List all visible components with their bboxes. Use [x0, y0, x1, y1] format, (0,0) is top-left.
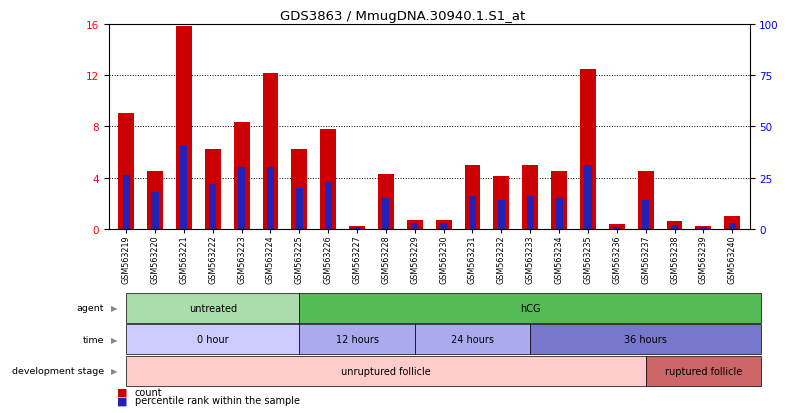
Bar — [378, 174, 394, 229]
Bar — [234, 123, 250, 229]
Bar — [667, 221, 683, 229]
Text: 36 hours: 36 hours — [624, 335, 667, 344]
Text: 0 hour: 0 hour — [197, 335, 229, 344]
Bar — [411, 223, 418, 229]
Text: untreated: untreated — [189, 303, 237, 313]
Bar — [555, 199, 563, 229]
Bar — [493, 177, 509, 229]
Text: ▶: ▶ — [111, 335, 118, 344]
Bar — [440, 223, 447, 229]
Bar — [584, 166, 592, 229]
Bar — [320, 130, 336, 229]
Text: unruptured follicle: unruptured follicle — [341, 366, 430, 376]
Bar — [205, 150, 221, 229]
Bar — [671, 225, 678, 229]
Bar — [176, 27, 192, 229]
Bar — [522, 165, 538, 229]
Bar — [696, 227, 712, 229]
Bar — [469, 197, 476, 229]
Bar — [613, 227, 621, 229]
Text: ■: ■ — [117, 387, 127, 397]
Bar — [181, 145, 188, 229]
Text: ■: ■ — [117, 395, 127, 405]
Text: GDS3863 / MmugDNA.30940.1.S1_at: GDS3863 / MmugDNA.30940.1.S1_at — [280, 10, 526, 23]
Bar — [123, 176, 130, 229]
Bar — [118, 114, 134, 229]
Bar — [436, 220, 451, 229]
Bar — [292, 150, 307, 229]
Bar — [638, 172, 654, 229]
Bar — [147, 172, 163, 229]
Bar — [526, 197, 534, 229]
Text: development stage: development stage — [12, 366, 104, 375]
Text: ▶: ▶ — [111, 366, 118, 375]
Bar — [209, 184, 216, 229]
Bar — [349, 227, 365, 229]
Bar — [325, 182, 332, 229]
Text: time: time — [82, 335, 104, 344]
Bar — [238, 168, 245, 229]
Text: 12 hours: 12 hours — [335, 335, 379, 344]
Bar — [267, 168, 274, 229]
Bar — [464, 165, 480, 229]
Bar — [152, 192, 159, 229]
Bar — [296, 188, 303, 229]
Text: agent: agent — [77, 304, 104, 313]
Text: ▶: ▶ — [111, 304, 118, 313]
Text: ruptured follicle: ruptured follicle — [665, 366, 742, 376]
Bar — [700, 227, 707, 229]
Bar — [263, 74, 278, 229]
Bar — [354, 227, 360, 229]
Text: 24 hours: 24 hours — [451, 335, 494, 344]
Bar — [642, 201, 650, 229]
Bar — [609, 224, 625, 229]
Bar — [498, 201, 505, 229]
Bar — [725, 216, 740, 229]
Text: hCG: hCG — [520, 303, 541, 313]
Bar — [551, 172, 567, 229]
Bar — [729, 223, 736, 229]
Text: percentile rank within the sample: percentile rank within the sample — [135, 395, 300, 405]
Bar — [382, 199, 389, 229]
Bar — [580, 69, 596, 229]
Bar — [407, 220, 422, 229]
Text: count: count — [135, 387, 162, 397]
